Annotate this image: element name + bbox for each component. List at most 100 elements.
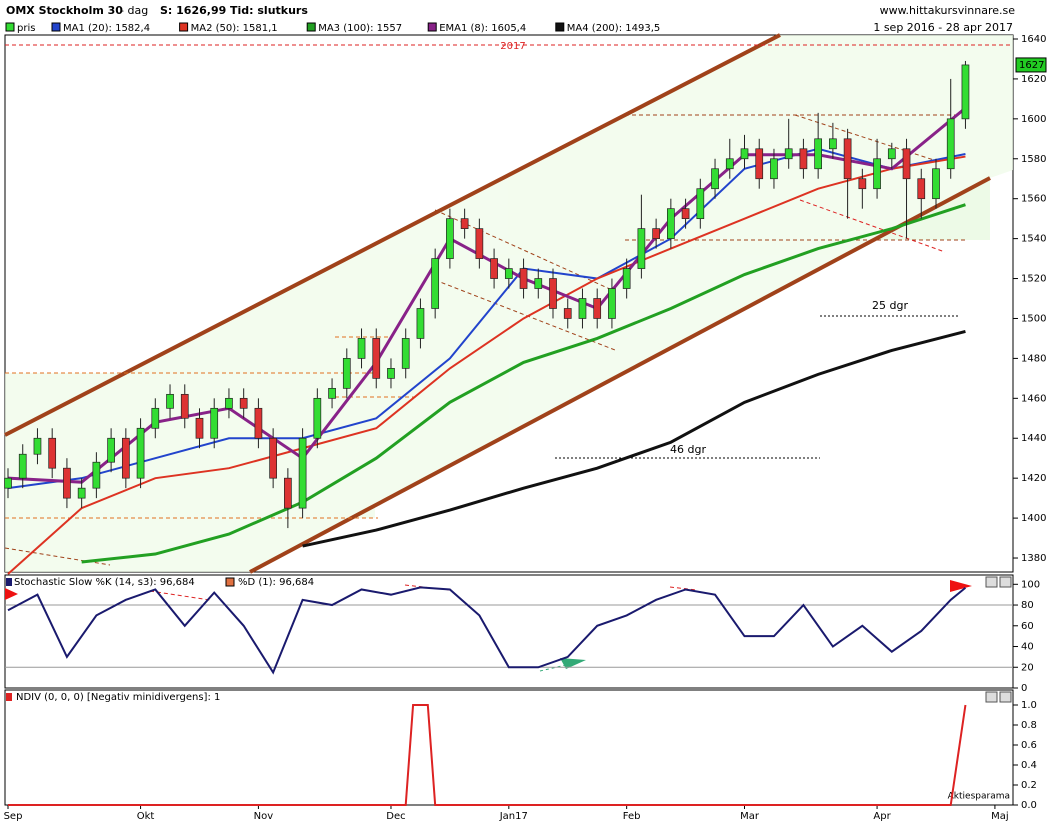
- period: - dag: [120, 4, 148, 17]
- x-tick-label: Dec: [386, 811, 405, 822]
- candle-body: [534, 278, 543, 289]
- legend-swatch: [179, 22, 189, 32]
- legend-label: pris: [17, 23, 35, 34]
- y-tick-label: 1420: [1021, 473, 1046, 484]
- header: OMX Stockholm 30 - dag S: 1626,99 Tid: s…: [6, 4, 1015, 34]
- candle-body: [298, 437, 307, 509]
- legend-swatch: [427, 22, 437, 32]
- annotation: 25 dgr: [872, 299, 908, 312]
- series-line: [81, 203, 966, 564]
- legend-label: MA4 (200): 1493,5: [567, 23, 660, 34]
- candle-body: [829, 138, 837, 150]
- candle-body: [902, 148, 911, 180]
- candle-body: [328, 387, 336, 399]
- y-tick-label: 40: [1021, 642, 1034, 653]
- site: www.hittakursvinnare.se: [880, 4, 1016, 17]
- last-price-label: 1627: [1019, 60, 1044, 71]
- candle-body: [18, 453, 27, 479]
- y-tick-label: 1.0: [1021, 700, 1037, 711]
- candle-body: [239, 397, 248, 409]
- arrow: [149, 590, 211, 601]
- stoch-legend: %D (1): 96,684: [238, 577, 314, 588]
- candle-body: [92, 461, 101, 489]
- candle-body: [593, 298, 602, 319]
- legend-swatch: [6, 578, 12, 586]
- candle-body: [770, 158, 778, 180]
- ndiv-panel: [4, 689, 1014, 806]
- flag: [794, 114, 941, 163]
- candle-body: [4, 477, 12, 489]
- legend-swatch: [6, 693, 12, 701]
- candle-body: [622, 268, 631, 289]
- candle-body: [33, 437, 42, 455]
- candle-body: [711, 168, 719, 190]
- legend-swatch: [555, 22, 565, 32]
- y-tick-label: 0.0: [1021, 800, 1037, 811]
- series-line: [7, 155, 966, 575]
- candle-body: [63, 467, 71, 499]
- candle-body: [254, 407, 263, 439]
- flag: [799, 199, 946, 253]
- x-tick-label: Okt: [137, 811, 155, 822]
- legend-swatch: [5, 22, 15, 32]
- last-price-box: [1015, 57, 1047, 73]
- candle-body: [843, 138, 852, 180]
- tool-button[interactable]: [985, 576, 998, 588]
- candle-body: [342, 358, 351, 389]
- annotation: 2017: [500, 41, 525, 52]
- arrow: [669, 586, 698, 591]
- y-tick-label: 100: [1021, 579, 1040, 590]
- candle-body: [151, 407, 160, 429]
- legend-swatch: [51, 22, 61, 32]
- flag: [4, 547, 111, 566]
- candle-body: [549, 278, 557, 309]
- x-tick-label: Jan17: [499, 811, 528, 822]
- arrow-head: [950, 580, 972, 592]
- channel-upper: [4, 33, 781, 437]
- tool-button[interactable]: [985, 691, 998, 703]
- y-tick-label: 1380: [1021, 553, 1046, 564]
- range: 1 sep 2016 - 28 apr 2017: [873, 21, 1013, 34]
- candle-body: [460, 218, 469, 229]
- y-tick-label: 1520: [1021, 274, 1046, 285]
- candle-body: [313, 397, 322, 439]
- candle-body: [372, 338, 381, 379]
- close-button[interactable]: [999, 576, 1012, 588]
- y-tick-label: 1560: [1021, 194, 1046, 205]
- basis: Tid: slutkurs: [230, 4, 308, 17]
- candle-body: [387, 368, 395, 379]
- candle-body: [180, 393, 189, 419]
- candle-body: [932, 168, 940, 200]
- legend-label: MA3 (100): 1557: [318, 23, 402, 34]
- candle-body: [608, 288, 616, 319]
- y-tick-label: 20: [1021, 662, 1034, 673]
- candle-body: [416, 308, 425, 339]
- y-tick-label: 0.6: [1021, 740, 1037, 751]
- candle-body: [136, 427, 145, 479]
- y-tick-label: 0.4: [1021, 760, 1037, 771]
- candle-body: [431, 258, 440, 309]
- candle-body: [475, 228, 484, 259]
- candle-body: [401, 338, 410, 369]
- x-tick-label: Maj: [991, 811, 1009, 822]
- y-tick-label: 1620: [1021, 74, 1046, 85]
- candle-body: [504, 268, 513, 279]
- close-button[interactable]: [999, 691, 1012, 703]
- x-tick-label: Nov: [254, 811, 274, 822]
- last: S: 1626,99: [160, 4, 226, 17]
- legend-label: MA1 (20): 1582,4: [63, 23, 150, 34]
- y-tick-label: 0.8: [1021, 720, 1037, 731]
- title: OMX Stockholm 30: [6, 4, 123, 17]
- arrow-head: [560, 658, 586, 669]
- candle-body: [446, 218, 454, 259]
- stoch-panel: [4, 574, 1014, 689]
- candle-body: [784, 148, 793, 160]
- candle-body: [887, 148, 896, 160]
- y-tick-label: 1600: [1021, 114, 1046, 125]
- y-tick-label: 60: [1021, 621, 1034, 632]
- y-tick-label: 0: [1021, 683, 1027, 694]
- y-tick-label: 1540: [1021, 234, 1046, 245]
- annotation: 46 dgr: [670, 443, 706, 456]
- x-tick-label: Sep: [4, 811, 23, 822]
